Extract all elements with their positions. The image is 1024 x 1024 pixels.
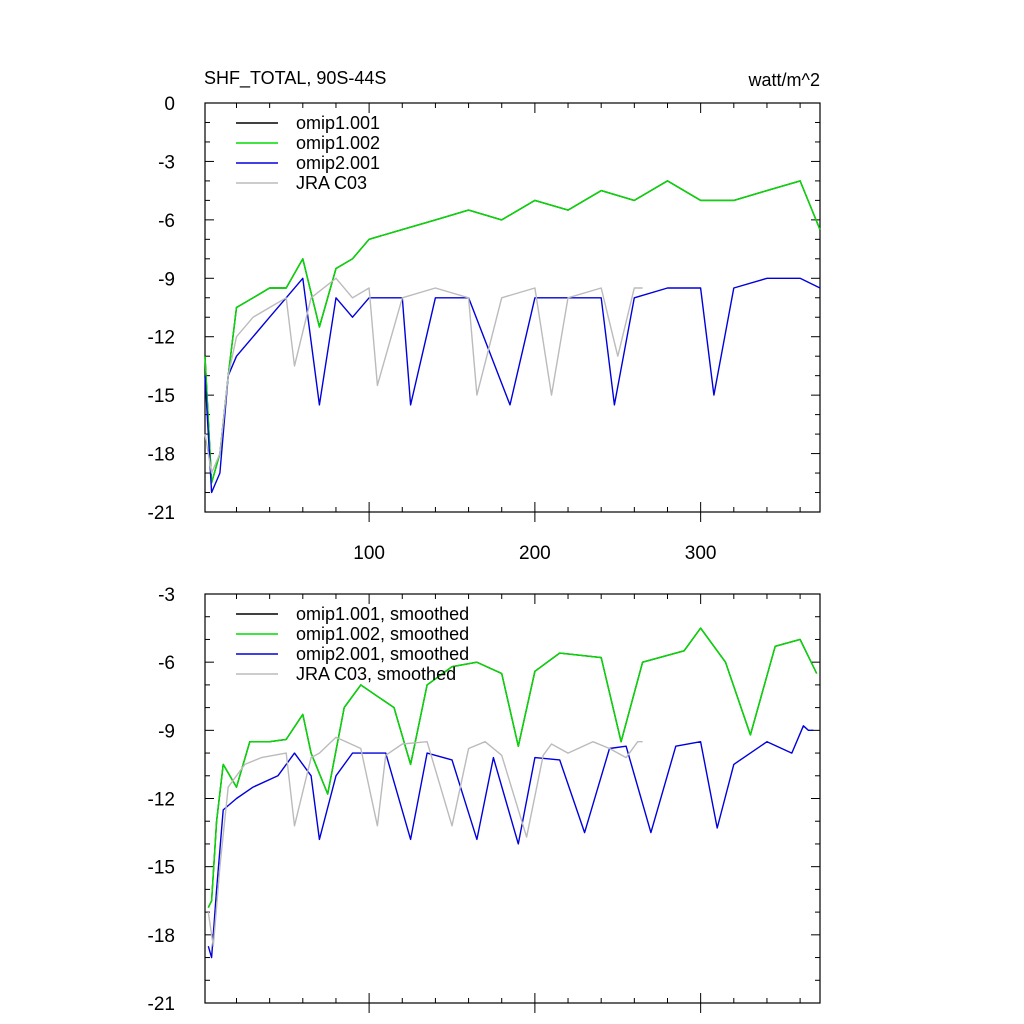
legend-label: omip1.001 (296, 113, 380, 133)
legend-label: JRA C03 (296, 173, 367, 193)
series-line-3 (207, 736, 643, 947)
series-line-0 (204, 180, 821, 484)
y-tick-label: -21 (148, 994, 175, 1015)
series-line-2 (204, 277, 821, 494)
y-tick-label: -12 (148, 790, 175, 811)
plot-frame (204, 102, 821, 513)
y-tick-label: -12 (148, 328, 175, 349)
y-tick-label: -15 (148, 386, 175, 407)
y-tick-label: -9 (158, 721, 175, 742)
y-tick-label: -6 (158, 653, 175, 674)
legend-label: omip1.002 (296, 133, 380, 153)
y-tick-label: -18 (148, 445, 175, 466)
series-line-1 (204, 180, 821, 484)
y-tick-label: 0 (164, 94, 175, 115)
legend-label: omip1.002, smoothed (296, 624, 469, 644)
y-tick-label: -3 (158, 585, 175, 606)
legend-label: JRA C03, smoothed (296, 664, 456, 684)
series-line-2 (207, 725, 814, 959)
y-tick-label: -9 (158, 269, 175, 290)
x-tick-label: 200 (519, 543, 551, 564)
units-label: watt/m^2 (748, 70, 820, 90)
legend-label: omip2.001 (296, 153, 380, 173)
series-line-1 (207, 627, 818, 908)
chart-title: SHF_TOTAL, 90S-44S (204, 68, 386, 89)
x-tick-label: 300 (685, 543, 717, 564)
legend-label: omip1.001, smoothed (296, 604, 469, 624)
y-tick-label: -15 (148, 858, 175, 879)
series-line-3 (204, 277, 643, 474)
y-tick-label: -3 (158, 152, 175, 173)
legend-label: omip2.001, smoothed (296, 644, 469, 664)
y-tick-label: -6 (158, 211, 175, 232)
x-tick-label: 100 (353, 543, 385, 564)
y-tick-label: -21 (148, 503, 175, 524)
y-tick-label: -18 (148, 926, 175, 947)
